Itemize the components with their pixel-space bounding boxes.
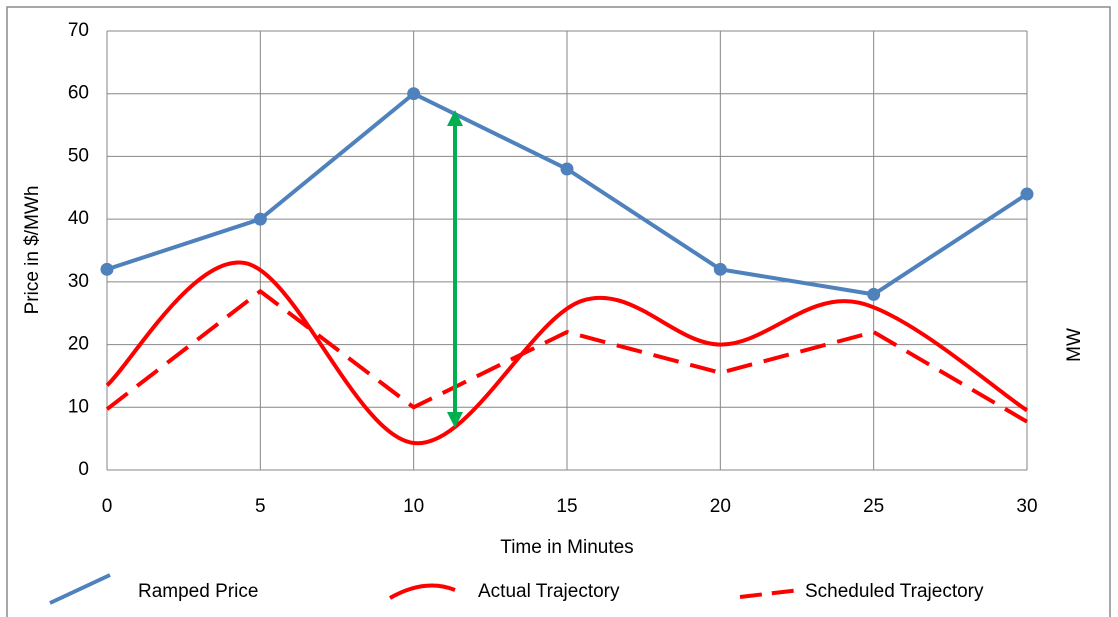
- legend-swatch: [739, 588, 801, 599]
- data-point: [253, 212, 267, 226]
- y-tick-label: 20: [68, 334, 89, 355]
- data-point: [560, 162, 574, 176]
- x-tick-label: 25: [863, 496, 884, 517]
- chart-border: [6, 6, 1111, 617]
- data-point: [867, 287, 881, 301]
- plot: [100, 87, 1034, 446]
- series-line: [105, 288, 1029, 424]
- y-tick-label: 0: [78, 459, 89, 480]
- x-tick-label: 20: [710, 496, 731, 517]
- series-line: [105, 260, 1029, 446]
- y2-axis-label: MW: [1064, 328, 1085, 362]
- y-tick-label: 60: [68, 83, 89, 104]
- legend-swatch: [49, 573, 111, 605]
- data-point: [1020, 187, 1034, 201]
- x-tick-label: 5: [255, 496, 266, 517]
- data-point: [100, 262, 114, 276]
- x-tick-label: 15: [556, 496, 577, 517]
- x-tick-label: 30: [1016, 496, 1037, 517]
- x-axis-label: Time in Minutes: [500, 537, 633, 558]
- y-tick-label: 30: [68, 271, 89, 292]
- x-tick-label: 0: [102, 496, 113, 517]
- y-tick-label: 50: [68, 145, 89, 166]
- grid: [106, 30, 1028, 471]
- y-axis-label: Price in $/MWh: [22, 186, 43, 315]
- legend-label: Scheduled Trajectory: [805, 581, 984, 602]
- x-tick-label: 10: [403, 496, 424, 517]
- y-tick-label: 40: [68, 208, 89, 229]
- data-point: [713, 262, 727, 276]
- y-tick-label: 10: [68, 396, 89, 417]
- legend-label: Ramped Price: [138, 581, 258, 602]
- legend-swatch: [389, 583, 456, 600]
- y-tick-label: 70: [68, 20, 89, 41]
- legend-label: Actual Trajectory: [478, 581, 620, 602]
- data-point: [407, 87, 421, 101]
